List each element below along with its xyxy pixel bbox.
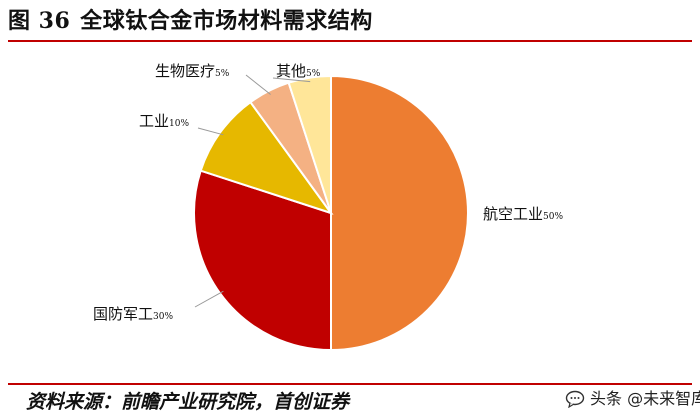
slice-label-pct-5: 5% — [306, 69, 321, 79]
slice-label-name-3: 工业 — [139, 112, 169, 130]
top-divider — [8, 40, 692, 42]
pie-slice-1 — [330, 74, 469, 352]
slice-label-pct-4: 5% — [215, 69, 230, 79]
title-text: 全球钛合金市场材料需求结构 — [80, 8, 373, 34]
slice-label-pct-1: 50% — [543, 212, 563, 222]
slice-label-name-5: 其他 — [276, 62, 306, 80]
chart-title: 图 36 全球钛合金市场材料需求结构 — [8, 6, 373, 36]
watermark: 头条 @未来智库 — [565, 384, 700, 414]
slice-label-2: 国防军工30% — [93, 305, 173, 323]
leader-line-2 — [194, 290, 224, 308]
chat-bubble-icon — [565, 390, 585, 408]
slice-label-name-2: 国防军工 — [93, 305, 153, 323]
slice-label-name-4: 生物医疗 — [155, 62, 215, 80]
pie-slice-5 — [287, 74, 332, 214]
slice-label-4: 生物医疗5% — [155, 62, 230, 80]
slice-label-name-1: 航空工业 — [483, 205, 543, 223]
slice-label-5: 其他5% — [276, 62, 321, 80]
source-note: 资料来源：前瞻产业研究院，首创证券 — [26, 391, 350, 413]
slice-label-pct-2: 30% — [153, 312, 173, 322]
slice-label-3: 工业10% — [139, 112, 189, 130]
leader-line-4 — [245, 74, 271, 95]
bottom-divider — [8, 383, 692, 385]
leader-line-5 — [272, 77, 311, 83]
slice-label-1: 航空工业50% — [483, 205, 563, 223]
figure-label: 图 36 — [8, 8, 71, 34]
leader-line-3 — [197, 127, 224, 136]
slice-label-pct-3: 10% — [169, 119, 189, 129]
pie-slice-3 — [199, 100, 334, 215]
watermark-text: 头条 @未来智库 — [590, 389, 700, 408]
